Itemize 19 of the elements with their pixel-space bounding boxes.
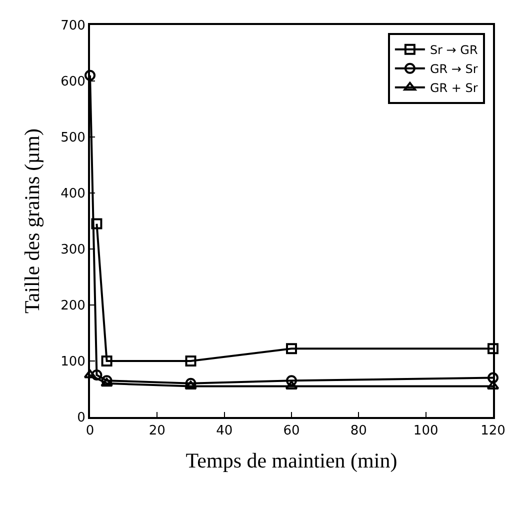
y-tick-label: 400 [60,186,86,202]
legend-label: GR + Sr [430,81,478,96]
x-tick-label: 40 [216,424,233,439]
y-tick-label: 300 [60,242,86,258]
y-tick-label: 500 [60,130,86,146]
x-axis-title: Temps de maintien (min) [186,448,398,472]
x-tick-label: 60 [283,424,300,439]
x-tick-label: 100 [413,424,438,439]
legend-label: GR → Sr [430,62,478,76]
y-tick-label: 100 [60,354,86,370]
y-tick-label: 700 [60,18,86,34]
x-tick-label: 20 [148,424,166,439]
y-tick-label: 200 [60,298,86,314]
legend-label: Sr → GR [430,43,478,58]
y-tick-label: 0 [77,410,86,426]
y-tick-label: 600 [60,74,86,90]
x-tick-label: 80 [350,424,367,439]
y-axis-title: Taille des grains (µm) [20,128,44,314]
x-tick-label: 120 [480,424,506,439]
